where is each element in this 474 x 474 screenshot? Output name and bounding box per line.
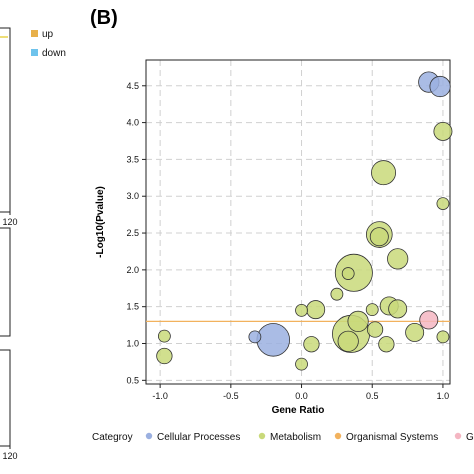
y-tick-label: 2.0 xyxy=(126,265,139,275)
legend-dot-g xyxy=(454,432,462,440)
data-point xyxy=(157,329,171,343)
legend-dot-metabolism xyxy=(258,432,266,440)
x-tick-label: -1.0 xyxy=(152,391,168,401)
data-point xyxy=(248,330,262,344)
left-panel-frame-top xyxy=(0,27,11,213)
legend-dot-organismal-systems xyxy=(334,432,342,440)
x-tick-label: 0.5 xyxy=(366,391,379,401)
x-tick-label: 0.0 xyxy=(295,391,308,401)
data-point xyxy=(337,330,359,352)
legend-label-metabolism: Metabolism xyxy=(270,432,321,443)
data-point xyxy=(419,310,439,330)
data-point xyxy=(306,300,326,320)
legend-title: Categroy xyxy=(92,432,133,443)
left-panel: 120 120 up down xyxy=(0,27,66,461)
data-point xyxy=(436,330,450,344)
data-point xyxy=(156,347,173,365)
data-point xyxy=(341,267,355,280)
y-tick-label: 3.5 xyxy=(126,154,139,164)
grid xyxy=(146,60,450,384)
data-point xyxy=(366,321,384,338)
x-tick-label: -0.5 xyxy=(223,391,239,401)
left-panel-frame-middle xyxy=(0,227,11,337)
legend-swatch-up xyxy=(31,30,38,37)
data-point xyxy=(388,299,408,319)
y-axis-title: -Log10(Pvalue) xyxy=(95,186,106,258)
data-point xyxy=(371,160,397,186)
legend-swatch-down xyxy=(31,49,38,56)
plot-frame xyxy=(145,59,451,385)
legend-label-organismal-systems: Organismal Systems xyxy=(346,432,438,443)
y-tick-label: 0.5 xyxy=(126,375,139,385)
data-point xyxy=(256,323,291,357)
y-axis-ticks: 0.5 1.0 1.5 2.0 2.5 3.0 3.5 4.0 4.5 xyxy=(126,81,146,385)
left-panel-frame-bottom xyxy=(0,349,11,447)
left-tick-label-1: 120 xyxy=(2,217,17,227)
data-point xyxy=(436,197,450,210)
x-axis-title: Gene Ratio xyxy=(272,405,325,416)
data-point xyxy=(295,303,308,317)
panel-label: (B) xyxy=(90,7,118,29)
data-points xyxy=(156,71,453,371)
data-point xyxy=(369,227,389,247)
data-point xyxy=(365,303,379,317)
legend-label-cellular-processes: Cellular Processes xyxy=(157,432,240,443)
data-point xyxy=(387,248,409,270)
category-legend: Categroy Cellular Processes Metabolism O… xyxy=(92,432,474,443)
scatter-plot: -1.0 -0.5 0.0 0.5 1.0 0.5 1.0 1.5 2.0 2.5 3.0 3.5 4… xyxy=(95,59,453,416)
y-tick-label: 3.0 xyxy=(126,191,139,201)
data-point xyxy=(433,121,453,141)
y-tick-label: 4.5 xyxy=(126,81,139,91)
data-point xyxy=(405,322,425,342)
left-tick-label-2: 120 xyxy=(2,451,17,461)
data-point xyxy=(347,310,369,333)
legend-label-up: up xyxy=(42,29,54,40)
data-point xyxy=(330,287,344,301)
x-tick-label: 1.0 xyxy=(437,391,450,401)
legend-dot-cellular-processes xyxy=(145,432,153,440)
y-tick-label: 1.0 xyxy=(126,339,139,349)
x-axis-ticks: -1.0 -0.5 0.0 0.5 1.0 xyxy=(152,384,449,401)
legend-label-down: down xyxy=(42,48,66,59)
y-tick-label: 4.0 xyxy=(126,118,139,128)
data-point xyxy=(429,75,451,98)
legend-label-g: G xyxy=(466,432,474,443)
y-tick-label: 1.5 xyxy=(126,302,139,312)
data-point xyxy=(303,336,320,353)
data-point xyxy=(378,336,395,353)
data-point xyxy=(295,357,308,371)
y-tick-label: 2.5 xyxy=(126,228,139,238)
